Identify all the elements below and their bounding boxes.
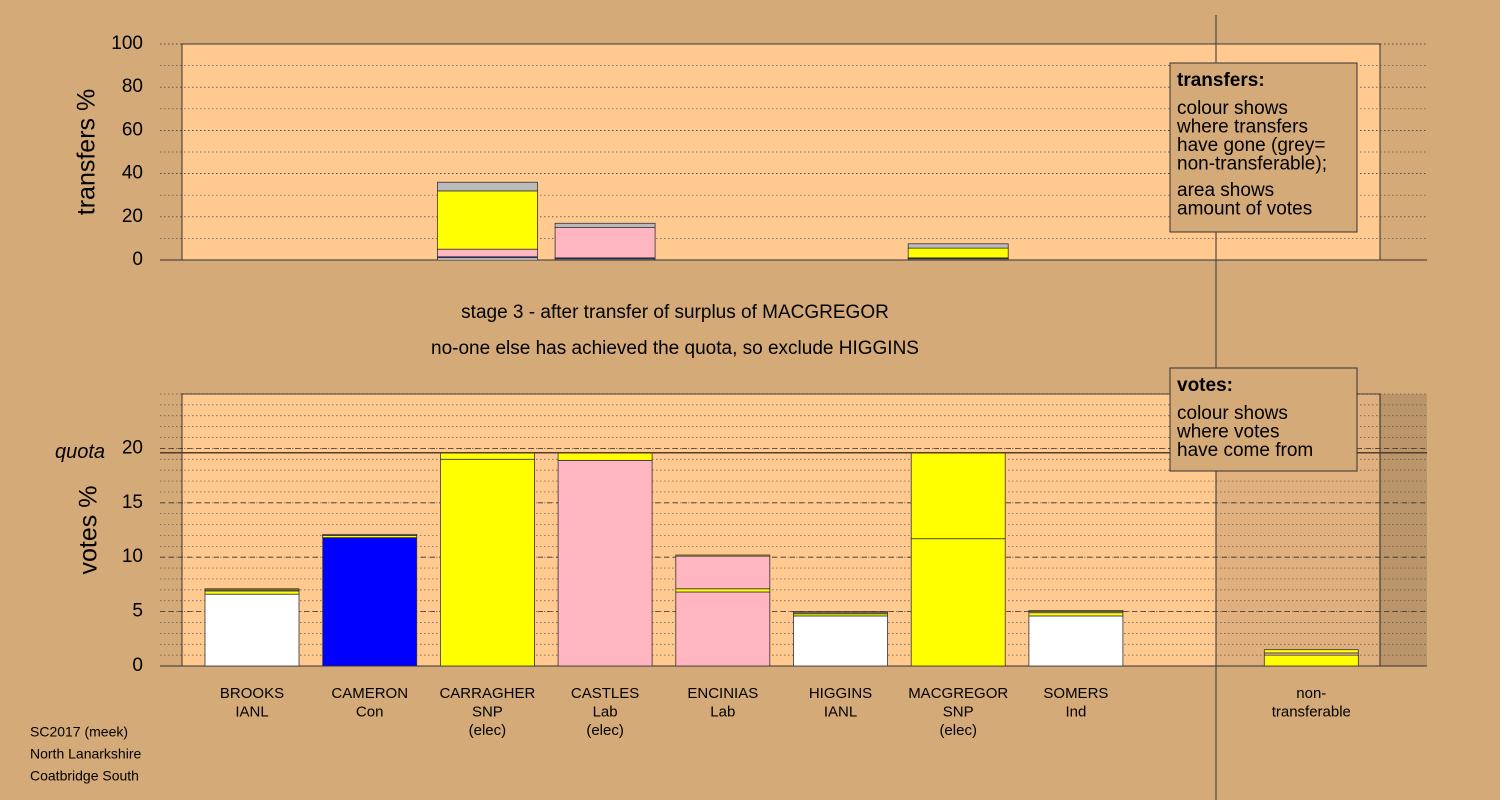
bar-segment [1028,612,1124,617]
x-tick-label-line: Lab [593,703,618,720]
bar-segment [907,247,1009,259]
bar-segment [554,222,656,228]
note-text: amount of votes [1177,199,1312,220]
bar-segment [1028,615,1124,667]
note-text: non-transferable); [1177,154,1327,175]
x-tick-label-line: HIGGINS [809,685,872,702]
note-text: area shows [1177,180,1274,201]
note-text: colour shows [1177,98,1288,119]
y-tick-label: 20 [122,206,143,227]
note-box [1169,62,1358,233]
footer-text: Coatbridge South [30,768,139,784]
x-tick-label-line: BROOKS [220,685,284,702]
note-text: have gone (grey= [1177,135,1325,156]
note-text: where transfers [1176,117,1308,138]
x-tick-label-line: CARRAGHER [439,685,535,702]
y-tick-label: 100 [111,33,143,54]
bar-segment [439,452,535,460]
x-tick-label: ENCINIAS Lab [687,685,758,721]
x-tick-label: CAMERON Con [331,685,408,721]
x-tick-label-line: transferable [1272,703,1351,720]
bar-segment [554,227,656,259]
bar-segment [793,615,888,667]
note-text: colour shows [1177,403,1288,424]
bar-segment [910,538,1006,667]
x-tick-label-line: Ind [1065,703,1086,720]
x-tick-label-line: IANL [824,703,857,720]
y-axis-label: transfers % [73,89,101,215]
x-tick-label-line: SOMERS [1043,685,1108,702]
bar-layer [204,181,1359,667]
x-tick-label-line: SNP [472,703,503,720]
bar-segment [436,181,538,192]
bar-segment [204,593,300,667]
note-box [1169,367,1358,472]
y-tick-label: 15 [122,492,143,513]
bar-segment [910,452,1006,540]
x-tick-label: HIGGINS IANL [809,685,872,721]
note-title: votes: [1177,375,1233,396]
x-tick-label-line: Con [356,703,384,720]
x-tick-label-line: ENCINIAS [687,685,758,702]
y-tick-label: 60 [122,119,143,140]
x-tick-label: CASTLES Lab (elec) [571,685,639,739]
x-tick-label-line: non- [1296,685,1326,702]
x-tick-label-line: IANL [235,703,268,720]
x-tick-label: non-transferable [1272,685,1351,721]
bar-segment [557,459,653,667]
bar-segment [675,554,771,557]
x-tick-label-line: (elec) [469,722,507,739]
bar-segment [439,458,535,667]
footer-text: North Lanarkshire [30,746,141,762]
x-tick-label: MACGREGOR SNP (elec) [908,685,1008,739]
x-tick-label: BROOKS IANL [220,685,284,721]
x-tick-label-line: (elec) [586,722,624,739]
bar-segment [675,555,771,590]
y-tick-label: 0 [132,249,143,270]
x-tick-label-line: Lab [710,703,735,720]
bar-segment [793,611,888,614]
x-tick-label-line: MACGREGOR [908,685,1008,702]
y-tick-label: 40 [122,163,143,184]
x-tick-label-line: CAMERON [331,685,408,702]
quota-label: quota [55,441,105,463]
x-tick-label-line: SNP [943,703,974,720]
bar-segment [1028,610,1124,613]
y-tick-label: 10 [122,546,143,567]
x-tick-label-line: (elec) [939,722,977,739]
y-tick-label: 0 [132,655,143,676]
stage-text: stage 3 - after transfer of surplus of M… [461,302,889,323]
bar-segment [1263,649,1359,654]
bar-segment [436,248,538,258]
note-title: transfers: [1177,70,1265,91]
bar-segment [204,588,300,591]
bar-segment [557,452,653,461]
bar-segment [675,588,771,593]
note-text: have come from [1177,440,1313,461]
bar-segment [204,590,300,595]
x-tick-label: CARRAGHER SNP (elec) [439,685,535,739]
y-axis-label: votes % [75,486,103,575]
bar-segment [675,591,771,667]
note-text: where votes [1176,422,1279,443]
footer-text: SC2017 (meek) [30,724,128,740]
stage-text: no-one else has achieved the quota, so e… [431,338,919,359]
x-tick-label: SOMERS Ind [1043,685,1108,721]
bar-segment [322,537,418,667]
bar-segment [436,190,538,250]
y-tick-label: 20 [122,437,143,458]
x-tick-label-line: CASTLES [571,685,639,702]
y-tick-label: 5 [132,601,143,622]
y-tick-label: 80 [122,76,143,97]
bar-segment [322,533,418,536]
bar-segment [907,243,1009,249]
bar-segment [1263,654,1359,667]
